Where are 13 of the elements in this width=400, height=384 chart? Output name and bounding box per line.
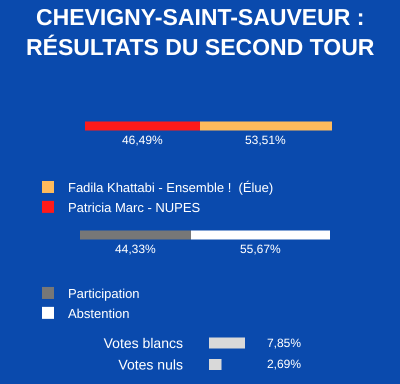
data-label: 2,69% [267,357,302,371]
y-tick-label: Votes nuls [118,356,183,372]
data-label: 44,33% [115,242,156,256]
legend-label: Participation [68,286,140,302]
data-label: 7,85% [267,336,302,350]
legend-label: Abstention [68,306,130,321]
data-label: 53,51% [245,133,286,147]
data-label: 55,67% [240,242,282,256]
y-tick-label: Votes blancs [104,334,183,351]
legend-label: Patricia Marc - NUPES [68,200,201,215]
chart-title: CHEVIGNY-SAINT-SAUVEUR : RÉSULTATS DU SECOND TOUR [26,4,375,60]
legend-label: Fadila Khattabi - Ensemble ! (Élue) [68,180,274,196]
data-label: 46,49% [122,133,164,147]
